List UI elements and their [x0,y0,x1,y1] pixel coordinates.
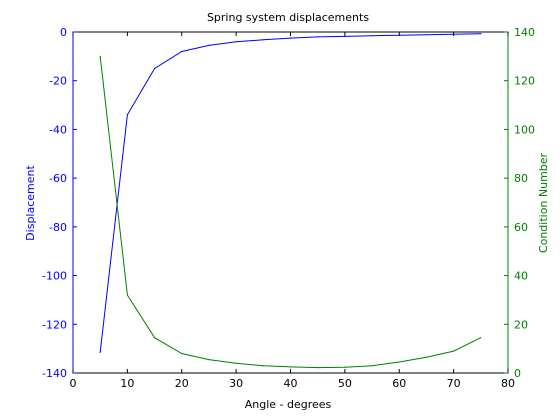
condition-number-point [181,352,183,355]
displacement-point [126,114,128,116]
left-y-tick-label: -20 [49,75,67,88]
x-tick-label: 10 [120,377,134,390]
displacement-point [453,33,455,35]
condition-number-point [262,365,264,367]
plot-area: 0 10 20 30 40 50 60 70 80 -140 -120 -100 -80 -60 -40 -2… [42,26,535,390]
displacement-point [317,36,319,38]
x-tick-label: 70 [447,377,461,390]
left-y-tick-label: -40 [49,123,67,136]
condition-number-point [317,367,319,369]
x-tick-label: 20 [175,377,189,390]
displacement-point [480,33,482,35]
right-y-tick-label: 40 [514,270,528,283]
displacement-point [289,37,292,39]
condition-number-point [289,366,292,368]
condition-number-point [126,294,128,296]
condition-number-point [344,366,346,368]
condition-number-point [235,362,237,364]
right-y-tick-label: 120 [514,75,535,88]
x-tick-label: 0 [70,377,77,390]
right-y-tick-label: 0 [514,367,521,380]
right-y-tick-label: 60 [514,221,528,234]
displacement-point [398,34,400,36]
condition-number-point [398,361,400,363]
displacement-series-line [99,33,481,353]
condition-number-point [99,55,101,57]
condition-number-point [371,365,373,367]
right-y-tick-label: 20 [514,318,528,331]
condition-number-point [453,350,455,352]
x-tick-label: 40 [284,377,298,390]
left-y-tick-label: -80 [49,221,67,234]
displacement-point [208,44,210,46]
displacement-point [99,351,101,353]
left-y-tick-label: -140 [42,367,67,380]
condition-number-point [425,356,428,358]
condition-number-point [153,337,156,339]
displacement-point [371,35,373,37]
displacement-point [425,34,428,36]
x-tick-label: 50 [338,377,352,390]
left-y-tick-label: -60 [49,172,67,185]
right-y-axis-label: Condition Number [537,152,550,253]
right-y-tick-label: 140 [514,26,535,39]
displacement-point [181,50,183,53]
displacement-point [235,41,237,43]
x-tick-label: 30 [229,377,243,390]
displacement-point [262,39,264,41]
condition-number-series-line [99,56,482,369]
displacement-point [153,67,156,70]
condition-number-point [208,359,210,361]
x-axis-label: Angle - degrees [245,398,332,411]
chart-title: Spring system displacements [207,11,369,24]
x-tick-label: 80 [501,377,515,390]
left-y-axis-label: Displacement [24,165,37,241]
condition-number-point [480,337,482,339]
left-y-tick-label: 0 [60,26,67,39]
left-y-tick-label: -120 [42,318,67,331]
x-tick-label: 60 [392,377,406,390]
right-y-tick-label: 80 [514,172,528,185]
right-y-tick-label: 100 [514,123,535,136]
displacement-point [344,35,346,37]
plot-frame [72,31,509,374]
left-y-tick-label: -100 [42,270,67,283]
